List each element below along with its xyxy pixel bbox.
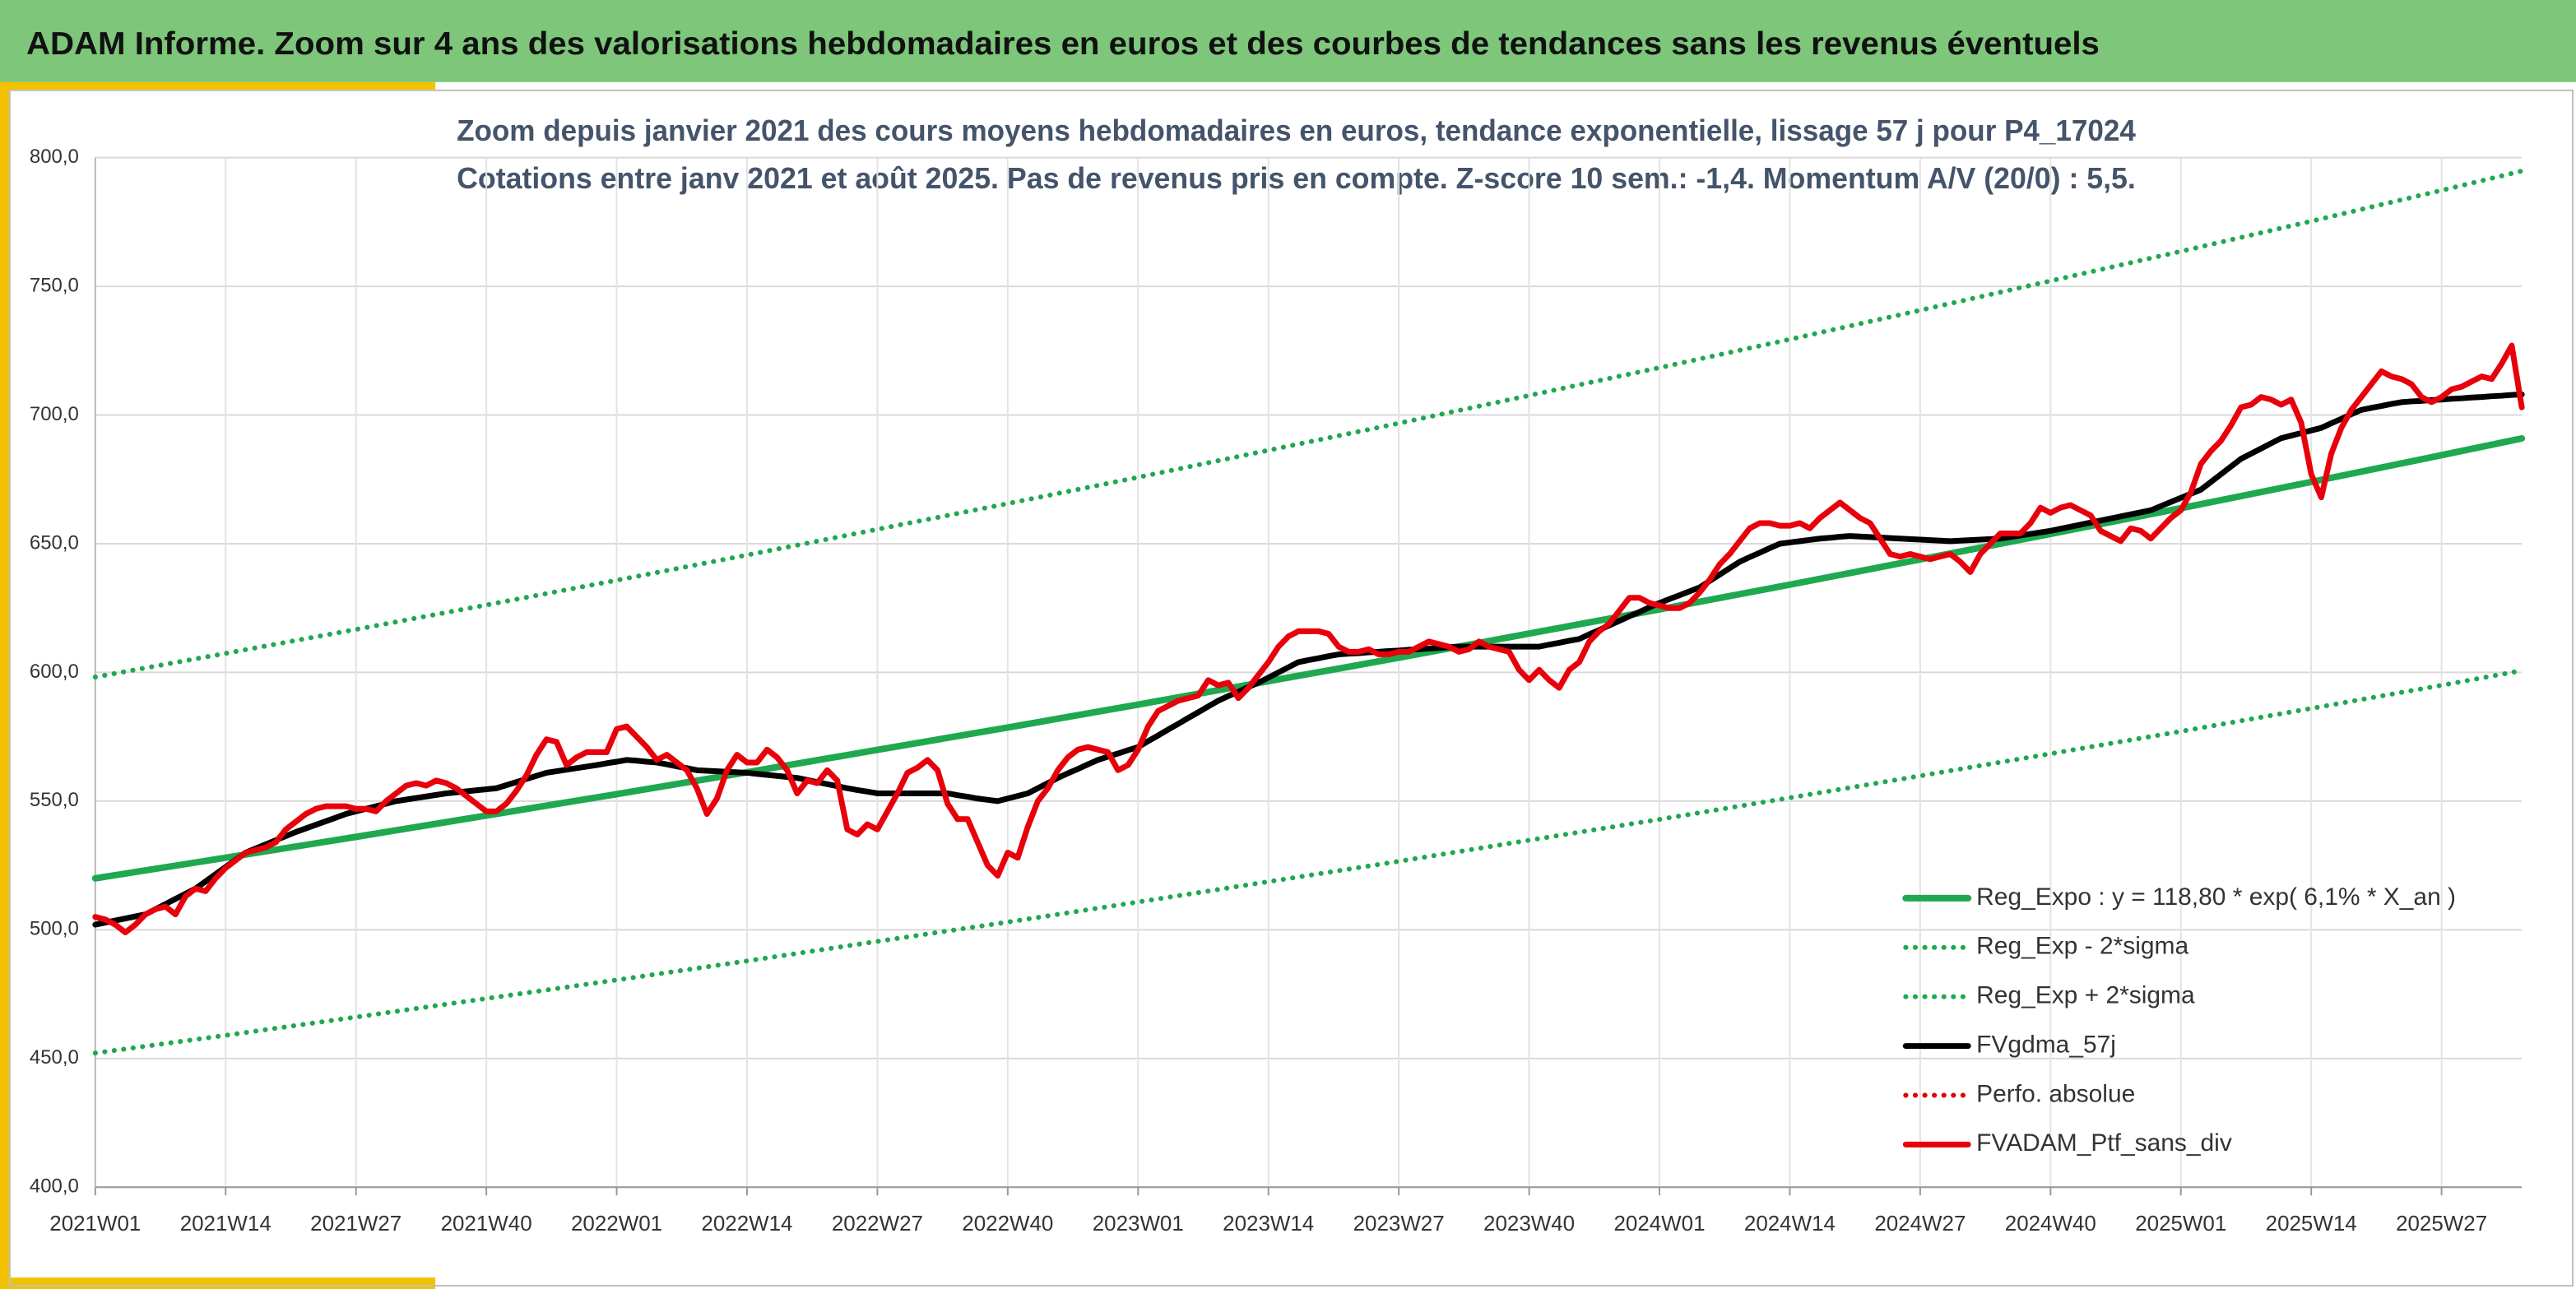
x-tick-label: 2023W14: [1223, 1212, 1314, 1236]
x-tick-label: 2024W40: [2005, 1212, 2096, 1236]
plot: [91, 168, 2526, 1056]
header-bar: [0, 0, 2576, 82]
chart-frame: [8, 89, 2574, 1287]
x-tick-label: 2022W14: [701, 1212, 792, 1236]
y-tick-label: 750,0: [30, 274, 79, 296]
legend-label: Perfo. absolue: [1976, 1080, 2135, 1107]
x-tick-label: 2025W14: [2266, 1212, 2357, 1236]
accent-bottom: [0, 1277, 436, 1289]
x-tick-label: 2024W27: [1874, 1212, 1966, 1236]
x-tick-label: 2021W40: [441, 1212, 532, 1236]
series-line: [92, 342, 2525, 935]
series-line: [92, 168, 2525, 680]
y-tick-label: 600,0: [30, 661, 79, 683]
accent-left: [0, 81, 10, 1289]
legend-label: Reg_Expo : y = 118,80 * exp( 6,1% * X_an…: [1976, 883, 2456, 911]
x-tick-label: 2021W14: [180, 1212, 272, 1236]
accent-top: [0, 81, 436, 90]
chart-subtitle: Cotations entre janv 2021 et août 2025. …: [457, 161, 2136, 195]
x-tick-label: 2024W14: [1744, 1212, 1836, 1236]
legend-label: FVADAM_Ptf_sans_div: [1976, 1129, 2232, 1157]
x-tick-label: 2025W01: [2135, 1212, 2226, 1236]
legend: Reg_Expo : y = 118,80 * exp( 6,1% * X_an…: [1902, 883, 2456, 1157]
x-tick-label: 2023W40: [1483, 1212, 1575, 1236]
legend-label: Reg_Exp - 2*sigma: [1976, 933, 2188, 960]
legend-label: FVgdma_57j: [1976, 1031, 2116, 1058]
page-title: ADAM Informe. Zoom sur 4 ans des valoris…: [26, 26, 2100, 62]
x-tick-label: 2023W01: [1093, 1212, 1184, 1236]
x-tick-label: 2021W27: [310, 1212, 401, 1236]
legend-label: Reg_Exp + 2*sigma: [1976, 982, 2195, 1009]
grid: 400,0 450,0 500,0 550,0 600,0 650,0 700,0 750,0…: [30, 146, 2523, 1236]
series-line: [92, 392, 2525, 928]
series-line: [92, 668, 2525, 1056]
x-tick-label: 2024W01: [1613, 1212, 1705, 1236]
y-tick-label: 650,0: [30, 531, 79, 554]
y-tick-label: 400,0: [30, 1175, 79, 1198]
x-tick-label: 2022W27: [832, 1212, 923, 1236]
x-tick-label: 2021W01: [49, 1212, 141, 1236]
x-tick-label: 2023W27: [1353, 1212, 1445, 1236]
y-tick-label: 450,0: [30, 1046, 79, 1069]
x-tick-label: 2022W40: [962, 1212, 1053, 1236]
y-tick-label: 800,0: [30, 146, 79, 168]
x-tick-label: 2022W01: [571, 1212, 662, 1236]
x-tick-label: 2025W27: [2396, 1212, 2487, 1236]
y-tick-label: 700,0: [30, 403, 79, 425]
chart-subtitle: Zoom depuis janvier 2021 des cours moyen…: [457, 114, 2136, 147]
series-line: [91, 435, 2526, 882]
y-tick-label: 550,0: [30, 789, 79, 811]
y-tick-label: 500,0: [30, 918, 79, 940]
